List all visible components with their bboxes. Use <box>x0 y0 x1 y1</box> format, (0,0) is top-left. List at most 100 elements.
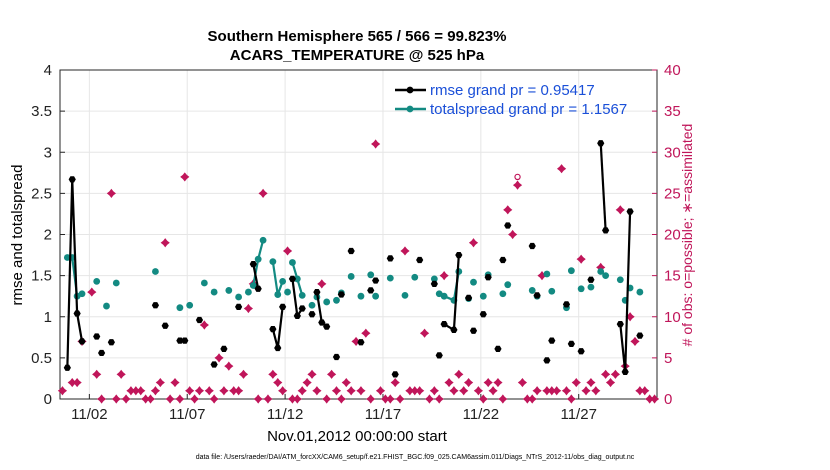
obs-possible-point <box>333 388 340 394</box>
totalspread-point <box>587 283 595 291</box>
obs-possible-point <box>182 174 188 180</box>
obs-assimilated-point <box>326 369 337 379</box>
obs-assimilated-point <box>459 386 469 396</box>
obs-assimilated-point <box>209 394 219 404</box>
obs-assimilated-point <box>121 394 131 404</box>
rmse-point <box>499 256 507 264</box>
obs-assimilated-point <box>175 394 185 404</box>
obs-possible-point <box>118 371 124 378</box>
obs-assimilated-point <box>439 271 449 281</box>
y-tick-label-right: 25 <box>664 185 681 202</box>
obs-possible-point <box>495 379 501 386</box>
obs-possible-point <box>387 396 394 402</box>
rmse-point <box>548 337 556 344</box>
obs-possible-point <box>314 388 320 394</box>
totalspread-point <box>333 296 340 304</box>
obs-possible-point <box>138 388 144 394</box>
obs-assimilated-point <box>268 369 278 379</box>
obs-possible-point <box>108 190 115 197</box>
obs-possible-point <box>186 388 193 394</box>
obs-assimilated-point <box>503 205 513 215</box>
totalspread-point <box>259 236 267 244</box>
totalspread-point <box>269 258 277 266</box>
totalspread-point <box>616 276 624 284</box>
rmse-point <box>391 371 399 378</box>
obs-assimilated-point <box>390 377 400 388</box>
obs-assimilated-point <box>219 386 229 396</box>
obs-possible-point <box>593 388 599 394</box>
obs-possible-point <box>89 289 95 295</box>
obs-assimilated-point <box>385 394 395 404</box>
obs-assimilated-point <box>473 386 483 396</box>
obs-possible-point <box>558 166 565 172</box>
obs-possible-point <box>402 248 408 254</box>
obs-possible-point <box>363 330 369 336</box>
totalspread-point <box>386 274 394 282</box>
y-tick-label-right: 5 <box>664 350 672 367</box>
obs-possible-point <box>397 396 403 402</box>
obs-possible-point <box>568 396 575 402</box>
rmse-point <box>78 338 86 345</box>
obs-possible-point <box>216 355 222 361</box>
totalspread-point <box>597 268 605 275</box>
obs-assimilated-point <box>189 394 200 404</box>
obs-assimilated-point <box>586 377 596 388</box>
obs-assimilated-point <box>366 394 376 404</box>
obs-assimilated-point <box>508 229 518 240</box>
obs-assimilated-point <box>429 386 439 396</box>
obs-assimilated-point <box>444 377 454 388</box>
tick-marks <box>60 69 657 400</box>
rmse-point <box>450 326 458 334</box>
obs-assimilated-point <box>292 394 302 404</box>
obs-possible-point <box>446 379 452 386</box>
obs-possible-point <box>377 388 384 394</box>
x-tick-label: 11/17 <box>365 406 401 423</box>
obs-assimilated-point <box>415 386 425 396</box>
obs-possible-point <box>338 396 345 402</box>
rmse-point <box>293 312 301 320</box>
totalspread-point <box>430 275 438 283</box>
obs-assimilated-point <box>493 377 503 388</box>
obs-possible-point <box>519 379 526 386</box>
totalspread-point <box>274 291 282 298</box>
obs-assimilated-point <box>561 386 572 396</box>
obs-possible-point <box>177 396 183 402</box>
totalspread-point <box>289 259 296 266</box>
obs-possible-point <box>167 396 173 402</box>
obs-assimilated-point <box>322 394 332 404</box>
obs-assimilated-point <box>625 312 635 322</box>
totalspread-point <box>249 282 257 289</box>
y-tick-label-right: 20 <box>664 227 681 244</box>
rmse-point <box>254 285 262 292</box>
obs-assimilated-point <box>160 238 170 248</box>
obs-possible-point <box>348 388 354 394</box>
obs-possible-point <box>573 379 579 386</box>
y-tick-label-right: 15 <box>664 268 681 285</box>
obs-assimilated-point <box>615 205 625 215</box>
x-tick-label: 11/12 <box>267 406 303 423</box>
obs-possible-point <box>470 240 477 246</box>
obs-possible-point <box>94 371 100 378</box>
obs-assimilated-point <box>238 369 249 379</box>
obs-possible-point <box>260 190 266 197</box>
rmse-point <box>337 291 345 298</box>
y-tick-label-left: 1.5 <box>31 268 52 285</box>
obs-possible-point <box>201 322 208 328</box>
obs-possible-point <box>319 281 325 287</box>
obs-assimilated-point <box>67 377 77 388</box>
totalspread-point <box>186 301 194 309</box>
obs-possible-point <box>451 388 457 394</box>
rmse-point <box>577 348 585 355</box>
obs-possible-point <box>529 396 535 402</box>
rmse-point <box>298 305 306 312</box>
obs-possible-point <box>59 388 66 394</box>
obs-assimilated-point <box>419 328 430 338</box>
obs-assimilated-point <box>165 394 175 404</box>
y-tick-label-left: 3.5 <box>31 103 52 120</box>
obs-possible-point <box>490 388 496 394</box>
totalspread-point <box>401 291 409 299</box>
obs-assimilated-point <box>532 386 542 396</box>
totalspread-point <box>548 287 556 295</box>
obs-possible-point <box>588 379 594 386</box>
obs-possible-point <box>279 388 286 394</box>
